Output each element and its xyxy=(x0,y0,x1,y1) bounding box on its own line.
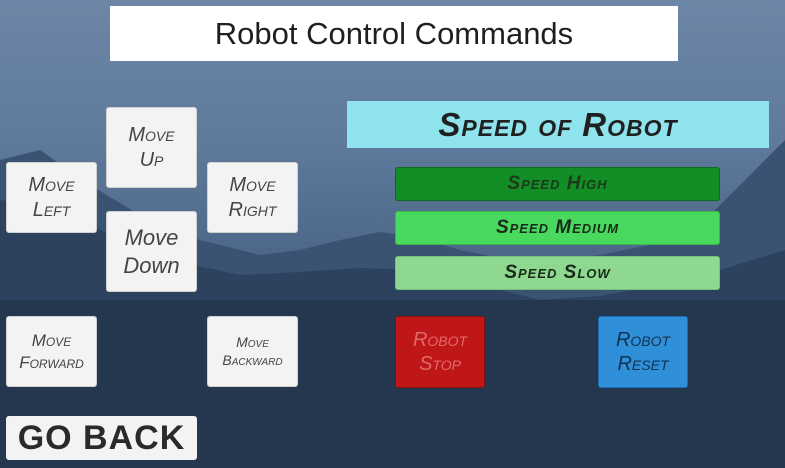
robot-stop-button[interactable]: Robot Stop xyxy=(395,316,485,388)
move-up-label: Move Up xyxy=(128,123,175,171)
move-down-button[interactable]: Move Down xyxy=(106,211,197,292)
robot-reset-button[interactable]: Robot Reset xyxy=(598,316,688,388)
move-backward-button[interactable]: Move Backward xyxy=(207,316,298,387)
move-left-label: Move Left xyxy=(28,173,75,221)
move-forward-label: Move Forward xyxy=(19,331,84,372)
go-back-button[interactable]: GO BACK xyxy=(6,416,197,460)
page-title: Robot Control Commands xyxy=(110,6,678,61)
move-forward-button[interactable]: Move Forward xyxy=(6,316,97,387)
speed-high-label: Speed High xyxy=(507,173,608,194)
speed-slow-label: Speed Slow xyxy=(504,262,611,283)
speed-medium-button[interactable]: Speed Medium xyxy=(395,211,720,245)
speed-slow-button[interactable]: Speed Slow xyxy=(395,256,720,290)
speed-high-button[interactable]: Speed High xyxy=(395,167,720,201)
speed-medium-label: Speed Medium xyxy=(495,217,620,238)
move-left-button[interactable]: Move Left xyxy=(6,162,97,233)
move-up-button[interactable]: Move Up xyxy=(106,107,197,188)
move-right-button[interactable]: Move Right xyxy=(207,162,298,233)
robot-stop-label: Robot Stop xyxy=(412,329,468,375)
move-right-label: Move Right xyxy=(228,173,277,221)
move-backward-label: Move Backward xyxy=(222,334,283,368)
speed-header: Speed of Robot xyxy=(347,101,769,148)
robot-reset-label: Robot Reset xyxy=(615,329,671,375)
move-down-label: Move Down xyxy=(123,225,180,278)
